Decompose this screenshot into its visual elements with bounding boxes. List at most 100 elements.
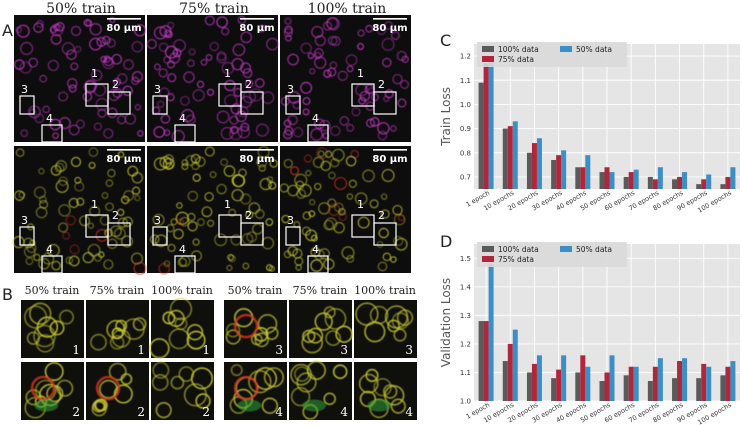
crop-image: 2 bbox=[151, 361, 214, 420]
y-tick-label: 1.2 bbox=[460, 340, 471, 348]
bar bbox=[478, 82, 484, 189]
region-box-label: 4 bbox=[179, 112, 186, 125]
region-box-label: 2 bbox=[378, 78, 385, 91]
region-box bbox=[174, 124, 196, 143]
bar bbox=[604, 167, 610, 189]
region-box-label: 3 bbox=[287, 214, 294, 227]
region-box-label: 1 bbox=[357, 198, 364, 211]
bar bbox=[701, 179, 707, 189]
region-box bbox=[107, 222, 131, 246]
bar bbox=[604, 372, 610, 401]
y-tick-label: 1.2 bbox=[460, 53, 471, 61]
legend-swatch bbox=[560, 46, 572, 52]
bar bbox=[633, 169, 639, 189]
crop-number: 2 bbox=[137, 405, 145, 419]
bar bbox=[575, 167, 581, 189]
bar bbox=[502, 361, 508, 401]
y-tick-label: 1.1 bbox=[460, 369, 471, 377]
region-box-label: 1 bbox=[91, 198, 98, 211]
region-box-label: 3 bbox=[21, 83, 28, 96]
scale-bar-label: 80 µm bbox=[106, 23, 141, 34]
y-tick-label: 1.0 bbox=[460, 101, 471, 109]
bar bbox=[551, 378, 557, 401]
bar bbox=[720, 184, 726, 189]
bar bbox=[512, 329, 518, 401]
region-box bbox=[41, 124, 63, 143]
bar bbox=[580, 355, 586, 401]
panel-b-right-title-75: 75% train bbox=[293, 284, 348, 297]
scale-bar-label: 80 µm bbox=[239, 23, 274, 34]
crop-number: 2 bbox=[202, 405, 210, 419]
bar bbox=[551, 160, 557, 189]
bar bbox=[623, 375, 629, 401]
scale-bar-label: 80 µm bbox=[372, 23, 407, 34]
bar bbox=[628, 172, 634, 189]
bar bbox=[507, 126, 513, 189]
panel-a-col-title-50: 50% train bbox=[46, 1, 116, 17]
bar bbox=[526, 372, 532, 401]
region-box bbox=[152, 226, 168, 246]
microscopy-tile: 80 µm 1 2 3 4 bbox=[14, 15, 147, 143]
region-box bbox=[307, 124, 329, 143]
region-box-label: 3 bbox=[154, 214, 161, 227]
bar bbox=[556, 369, 562, 401]
crop-image: 1 bbox=[21, 300, 84, 358]
scale-bar bbox=[373, 149, 407, 151]
microscopy-tile: 80 µm 1 2 3 4 bbox=[280, 15, 411, 143]
legend-swatch bbox=[560, 246, 572, 252]
bar bbox=[502, 128, 508, 189]
legend-label: 50% data bbox=[576, 45, 612, 54]
bar bbox=[561, 150, 567, 189]
crop-image: 2 bbox=[21, 361, 84, 420]
crop-image: 1 bbox=[86, 300, 149, 358]
region-box-label: 1 bbox=[224, 198, 231, 211]
crop-number: 4 bbox=[275, 405, 283, 419]
y-axis-label: Validation Loss bbox=[439, 278, 453, 367]
panel-a-col-title-100: 100% train bbox=[308, 1, 387, 17]
y-tick-label: 1.1 bbox=[460, 77, 471, 85]
y-tick-label: 1.4 bbox=[460, 283, 472, 291]
bar bbox=[561, 355, 567, 401]
bar bbox=[672, 378, 678, 401]
region-box-label: 4 bbox=[46, 112, 53, 125]
bar bbox=[536, 138, 542, 189]
region-box bbox=[285, 95, 301, 115]
region-box-label: 3 bbox=[287, 83, 294, 96]
bar bbox=[556, 155, 562, 189]
y-axis-label: Train Loss bbox=[439, 87, 453, 147]
y-tick-label: 0.8 bbox=[460, 149, 471, 157]
region-box bbox=[41, 255, 63, 274]
region-box bbox=[19, 95, 35, 115]
region-box bbox=[152, 95, 168, 115]
bar bbox=[677, 361, 683, 401]
region-box-label: 2 bbox=[378, 209, 385, 222]
microscopy-tile: 80 µm 1 2 3 4 bbox=[147, 146, 278, 275]
crop-image: 3 bbox=[289, 300, 353, 358]
bar bbox=[623, 176, 629, 189]
legend-swatch bbox=[482, 246, 494, 252]
bar bbox=[526, 152, 532, 189]
region-box-label: 4 bbox=[312, 112, 319, 125]
bar bbox=[483, 321, 489, 401]
region-box-label: 2 bbox=[245, 78, 252, 91]
region-box-label: 4 bbox=[312, 243, 319, 256]
bar bbox=[628, 366, 634, 401]
panel-letter-a: A bbox=[2, 21, 13, 40]
legend-swatch bbox=[482, 256, 494, 262]
crop-image: 1 bbox=[149, 297, 214, 359]
bar bbox=[483, 63, 489, 189]
crop-number: 1 bbox=[202, 343, 210, 357]
bar bbox=[575, 372, 581, 401]
crop-image: 3 bbox=[224, 300, 287, 358]
panel-b-crop-grid: 1 2 1 2 1 2 3 4 3 4 3 4 bbox=[21, 297, 417, 420]
scale-bar bbox=[373, 18, 407, 20]
bar bbox=[478, 321, 484, 401]
scale-bar bbox=[107, 18, 141, 20]
bar bbox=[672, 179, 678, 189]
